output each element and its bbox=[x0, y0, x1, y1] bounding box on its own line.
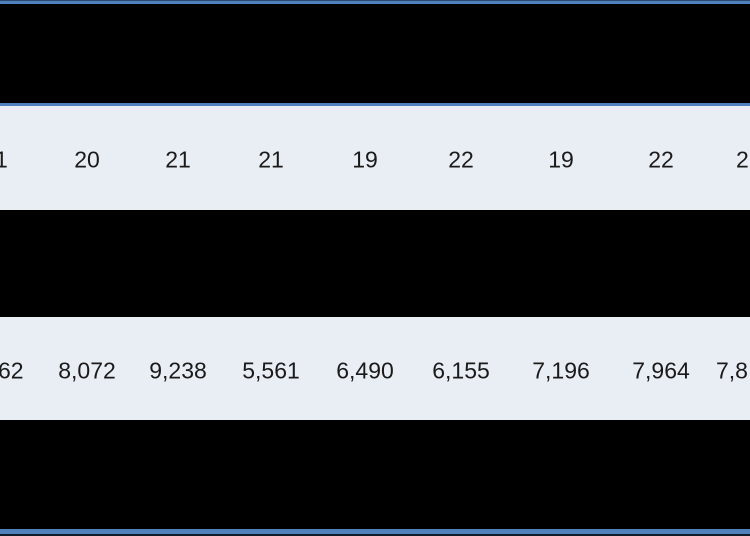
table-cell: 7,196 bbox=[532, 357, 590, 384]
table-cell: 21 bbox=[165, 146, 191, 173]
table-cell: 19 bbox=[548, 146, 574, 173]
redacted-band-bottom bbox=[0, 420, 750, 529]
table-cell-clipped-left: 62 bbox=[0, 357, 24, 384]
table-cell: 8,072 bbox=[58, 357, 116, 384]
table-cell-clipped-left: 1 bbox=[0, 146, 8, 173]
redacted-band-middle bbox=[0, 210, 750, 317]
table-cell: 20 bbox=[74, 146, 100, 173]
table-cell: 6,490 bbox=[336, 357, 394, 384]
table-cell: 21 bbox=[258, 146, 284, 173]
table-cell: 5,561 bbox=[242, 357, 300, 384]
table-cell: 19 bbox=[352, 146, 378, 173]
table-cell: 22 bbox=[648, 146, 674, 173]
table-cell-clipped-right: 7,8 bbox=[716, 357, 748, 384]
table-cell: 6,155 bbox=[432, 357, 490, 384]
redacted-band-top bbox=[0, 4, 750, 103]
accent-rule-top bbox=[0, 0, 750, 4]
table-row-values: 62 8,072 9,238 5,561 6,490 6,155 7,196 7… bbox=[0, 317, 750, 420]
accent-rule-bottom bbox=[0, 529, 750, 536]
table-cell: 9,238 bbox=[149, 357, 207, 384]
table-row-counts: 1 20 21 21 19 22 19 22 2 bbox=[0, 106, 750, 210]
table-cell: 7,964 bbox=[632, 357, 690, 384]
table-cell: 22 bbox=[448, 146, 474, 173]
table-cell-clipped-right: 2 bbox=[736, 146, 749, 173]
